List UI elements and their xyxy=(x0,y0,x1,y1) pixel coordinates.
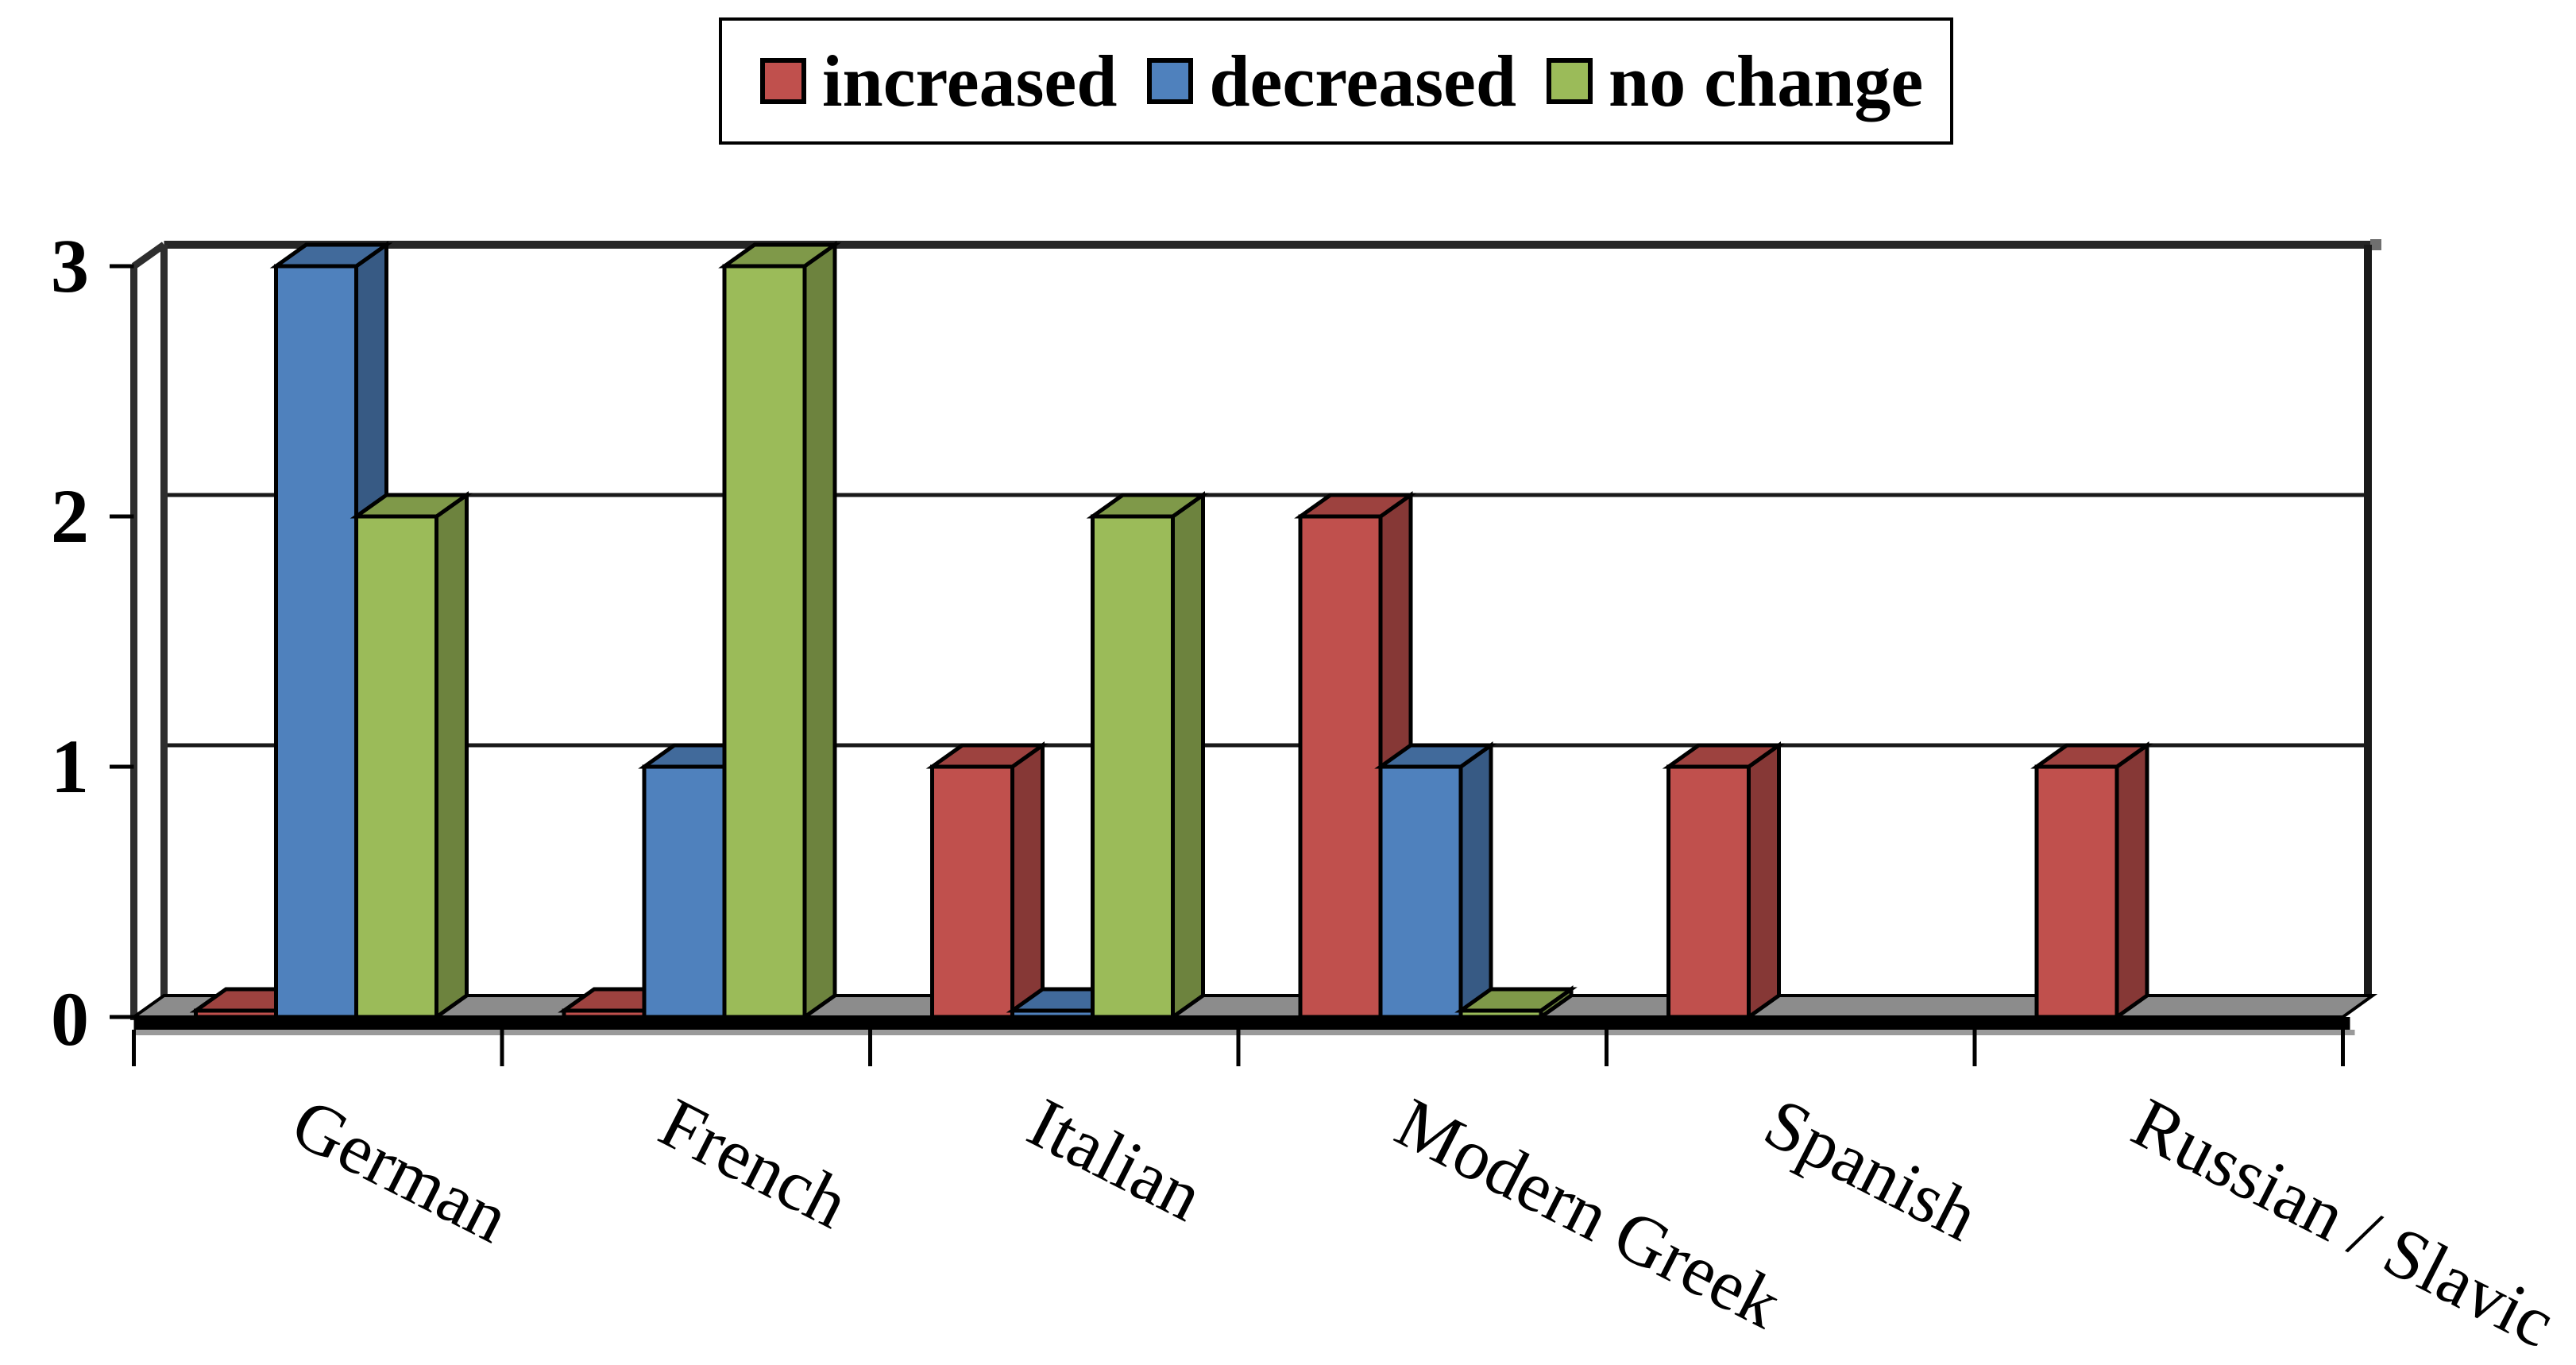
bar-increased-Italian-side xyxy=(1010,741,1045,1021)
x-axis-baseline xyxy=(133,1017,2350,1030)
y-axis-tick-label-2: 2 xyxy=(51,474,89,559)
left-wall-top-bevel xyxy=(131,242,167,269)
legend: increased decreased no change xyxy=(719,17,1953,145)
frame-top-right-nub xyxy=(2370,239,2381,250)
legend-swatch-increased xyxy=(760,58,806,104)
y-axis-tick-label-1: 1 xyxy=(51,724,89,809)
y-axis-tick-label-0: 0 xyxy=(51,976,89,1061)
bar-decreased-Italian-front xyxy=(1010,1008,1095,1019)
bar-no-change-Modern-Greek-front xyxy=(1458,1008,1543,1019)
legend-swatch-no-change xyxy=(1547,58,1593,104)
bar-increased-Spanish-side xyxy=(1747,741,1781,1021)
bar-no-change-Italian-front xyxy=(1091,514,1175,1019)
legend-item-increased: increased xyxy=(760,44,1117,118)
bar-no-change-French-side xyxy=(802,241,837,1021)
bar-increased-Russian-Slavic-front xyxy=(2034,764,2119,1019)
bar-decreased-Modern-Greek-front xyxy=(1378,764,1463,1019)
bar-no-change-Italian-side xyxy=(1171,491,1205,1021)
legend-label-increased: increased xyxy=(822,41,1118,122)
bar-increased-German-front xyxy=(194,1008,278,1019)
bar-decreased-Modern-Greek-side xyxy=(1458,741,1493,1021)
bar-no-change-German-side xyxy=(434,491,469,1021)
bar-no-change-German-front xyxy=(354,514,438,1019)
y-axis-tick-label-3: 3 xyxy=(51,223,89,308)
bar-no-change-French-front xyxy=(722,264,807,1019)
bar-increased-Modern-Greek-front xyxy=(1298,514,1383,1019)
bar-increased-Russian-Slavic-side xyxy=(2114,741,2149,1021)
bar-increased-Spanish-front xyxy=(1666,764,1751,1019)
x-axis-baseline-shadow xyxy=(133,1030,2355,1035)
legend-label-no-change: no change xyxy=(1609,41,1924,122)
legend-swatch-decreased xyxy=(1147,58,1194,104)
legend-item-decreased: decreased xyxy=(1147,44,1516,118)
bar-increased-French-front xyxy=(562,1008,647,1019)
legend-label-decreased: decreased xyxy=(1209,41,1517,122)
bar-decreased-German-front xyxy=(274,264,358,1019)
legend-item-no-change: no change xyxy=(1547,44,1923,118)
bar-decreased-French-front xyxy=(642,764,727,1019)
bar-increased-Italian-front xyxy=(930,764,1014,1019)
